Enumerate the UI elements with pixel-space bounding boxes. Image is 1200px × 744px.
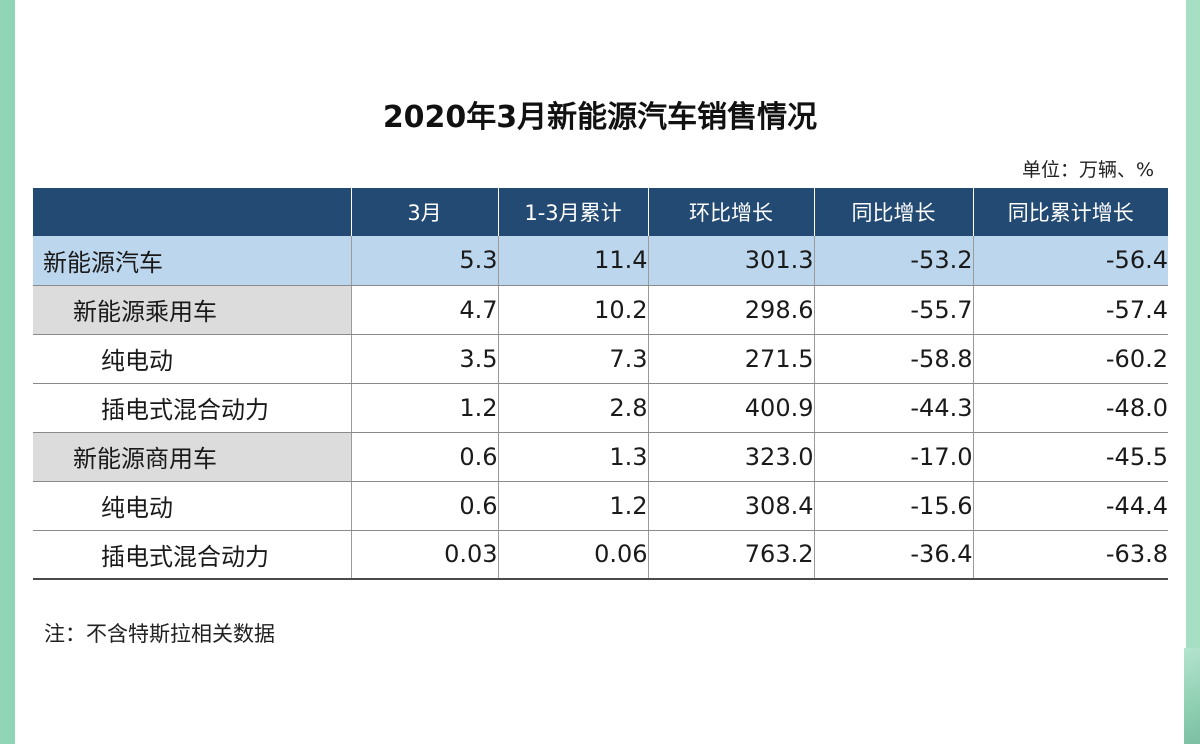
table-row: 纯电动 0.6 1.2 308.4 -15.6 -44.4 (33, 481, 1168, 531)
cell-yoy: -15.6 (814, 481, 974, 531)
corner-decorative-shape (1184, 648, 1200, 744)
cell-yoy-cumulative: -45.5 (973, 432, 1168, 482)
cell-ytd: 11.4 (498, 236, 649, 286)
row-label: 插电式混合动力 (33, 530, 352, 580)
header-category (33, 188, 352, 236)
cell-yoy: -58.8 (814, 334, 974, 384)
left-decorative-strip (0, 0, 15, 744)
cell-march: 4.7 (351, 285, 499, 335)
footnote: 注：不含特斯拉相关数据 (44, 622, 275, 646)
cell-ytd: 2.8 (498, 383, 649, 433)
row-label: 纯电动 (33, 481, 352, 531)
cell-ytd: 1.2 (498, 481, 649, 531)
right-decorative-strip (1186, 0, 1200, 744)
cell-ytd: 1.3 (498, 432, 649, 482)
cell-yoy-cumulative: -44.4 (973, 481, 1168, 531)
cell-march: 0.6 (351, 481, 499, 531)
cell-ytd: 7.3 (498, 334, 649, 384)
cell-ytd: 10.2 (498, 285, 649, 335)
row-label: 纯电动 (33, 334, 352, 384)
cell-yoy-cumulative: -56.4 (973, 236, 1168, 286)
header-ytd: 1-3月累计 (498, 188, 649, 236)
cell-mom: 763.2 (648, 530, 815, 580)
cell-mom: 323.0 (648, 432, 815, 482)
table-row: 新能源商用车 0.6 1.3 323.0 -17.0 -45.5 (33, 432, 1168, 482)
cell-march: 5.3 (351, 236, 499, 286)
table-header-row: 3月 1-3月累计 环比增长 同比增长 同比累计增长 (33, 188, 1168, 236)
cell-mom: 308.4 (648, 481, 815, 531)
cell-yoy-cumulative: -63.8 (973, 530, 1168, 580)
table-row: 新能源汽车 5.3 11.4 301.3 -53.2 -56.4 (33, 236, 1168, 286)
table-row: 插电式混合动力 0.03 0.06 763.2 -36.4 -63.8 (33, 530, 1168, 580)
cell-march: 3.5 (351, 334, 499, 384)
cell-yoy: -55.7 (814, 285, 974, 335)
cell-yoy: -17.0 (814, 432, 974, 482)
table-row: 纯电动 3.5 7.3 271.5 -58.8 -60.2 (33, 334, 1168, 384)
cell-march: 1.2 (351, 383, 499, 433)
cell-yoy-cumulative: -60.2 (973, 334, 1168, 384)
cell-yoy-cumulative: -48.0 (973, 383, 1168, 433)
cell-yoy: -44.3 (814, 383, 974, 433)
cell-ytd: 0.06 (498, 530, 649, 580)
cell-mom: 301.3 (648, 236, 815, 286)
cell-mom: 271.5 (648, 334, 815, 384)
cell-march: 0.03 (351, 530, 499, 580)
cell-mom: 400.9 (648, 383, 815, 433)
sales-table: 3月 1-3月累计 环比增长 同比增长 同比累计增长 新能源汽车 5.3 11.… (33, 188, 1168, 580)
row-label: 新能源乘用车 (33, 285, 352, 335)
page-title: 2020年3月新能源汽车销售情况 (382, 100, 818, 135)
cell-march: 0.6 (351, 432, 499, 482)
unit-label: 单位：万辆、% (1021, 159, 1154, 181)
table-row: 插电式混合动力 1.2 2.8 400.9 -44.3 -48.0 (33, 383, 1168, 433)
row-label: 新能源商用车 (33, 432, 352, 482)
cell-yoy: -36.4 (814, 530, 974, 580)
header-yoy-cumulative-growth: 同比累计增长 (973, 188, 1168, 236)
header-march: 3月 (351, 188, 499, 236)
header-mom-growth: 环比增长 (648, 188, 815, 236)
row-label: 新能源汽车 (33, 236, 352, 286)
header-yoy-growth: 同比增长 (814, 188, 974, 236)
cell-yoy: -53.2 (814, 236, 974, 286)
row-label: 插电式混合动力 (33, 383, 352, 433)
table-row: 新能源乘用车 4.7 10.2 298.6 -55.7 -57.4 (33, 285, 1168, 335)
cell-yoy-cumulative: -57.4 (973, 285, 1168, 335)
cell-mom: 298.6 (648, 285, 815, 335)
